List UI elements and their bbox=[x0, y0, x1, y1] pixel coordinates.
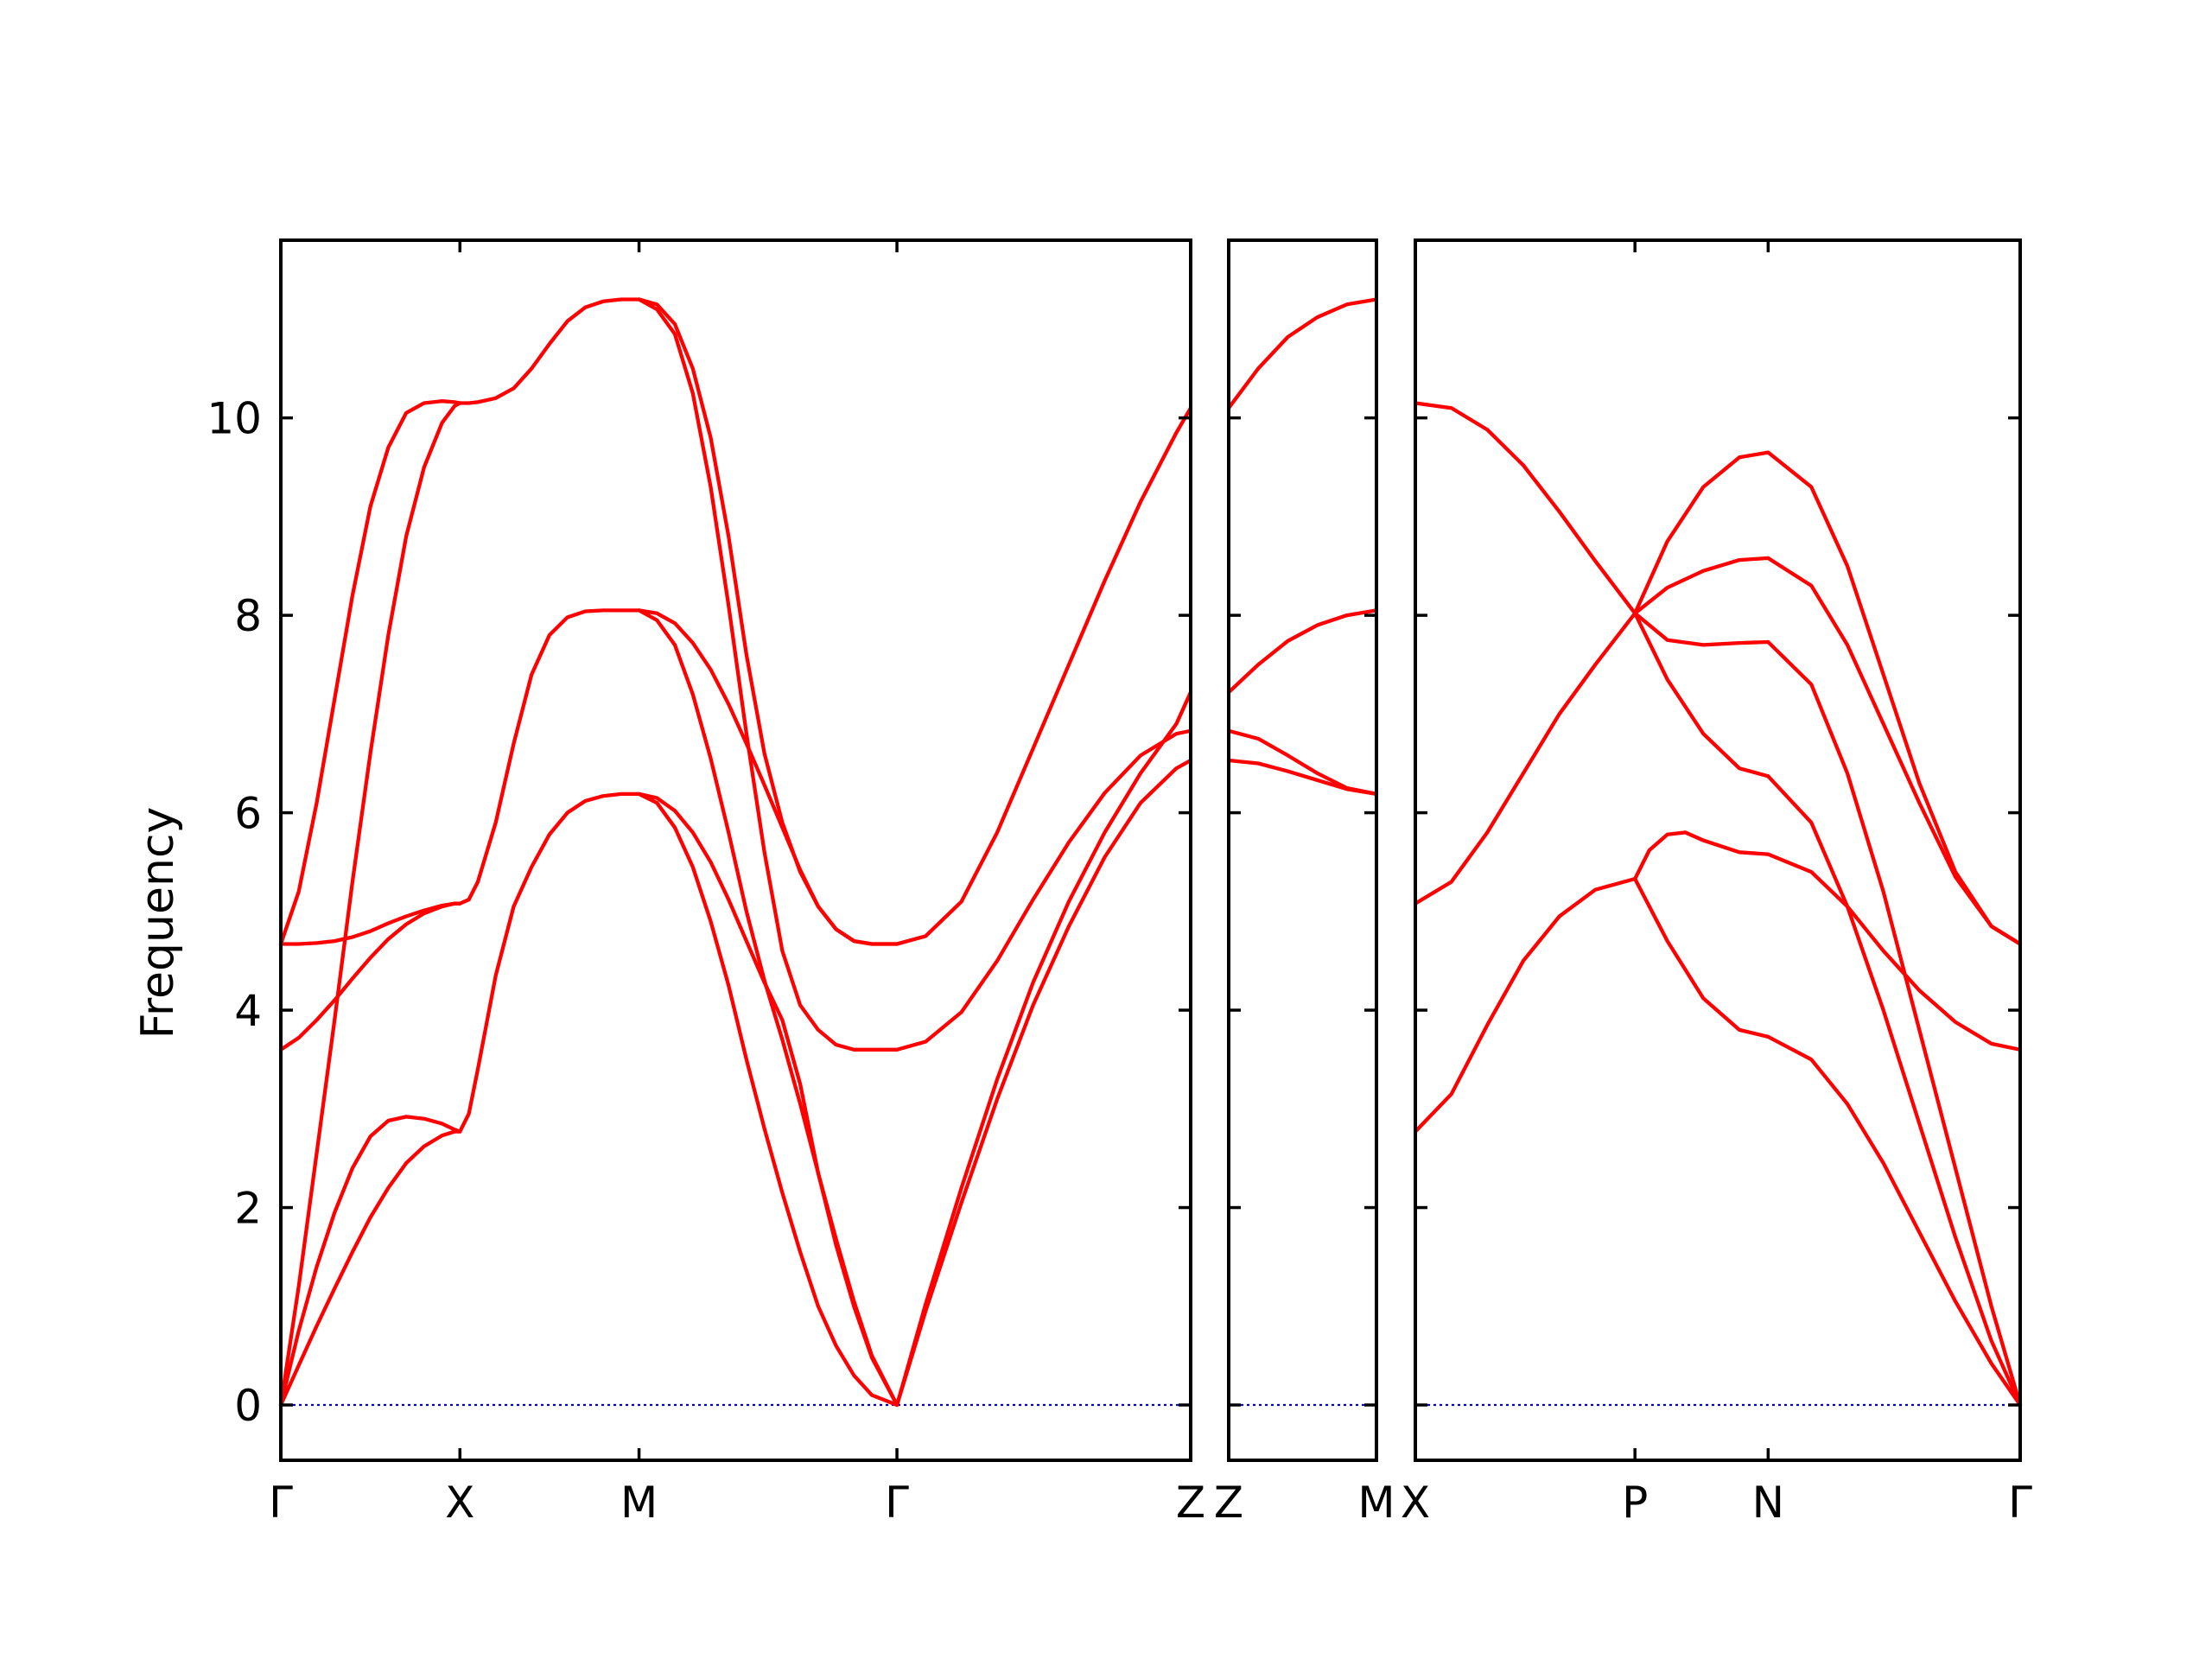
y-tick-label: 8 bbox=[234, 591, 262, 641]
band-line bbox=[637, 297, 899, 946]
band-line bbox=[1633, 450, 1770, 615]
band-line bbox=[1766, 1034, 2023, 1408]
k-point-label: Γ bbox=[885, 1478, 909, 1528]
band-line bbox=[1633, 611, 1770, 779]
k-point-label: M bbox=[1357, 1478, 1395, 1528]
band-line bbox=[894, 690, 1193, 1408]
band-line bbox=[1766, 639, 2023, 1408]
band-line bbox=[278, 901, 462, 1052]
band-line bbox=[637, 608, 899, 946]
k-point-label: M bbox=[620, 1478, 658, 1528]
band-line bbox=[1633, 556, 1770, 615]
k-point-label: X bbox=[1401, 1478, 1430, 1528]
axes-frame bbox=[1227, 238, 1378, 1462]
band-line bbox=[894, 758, 1193, 1408]
band-line bbox=[894, 406, 1193, 946]
band-line bbox=[637, 791, 899, 1408]
band-line bbox=[1633, 611, 1770, 647]
band-line bbox=[1633, 830, 1770, 881]
band-line bbox=[1226, 297, 1379, 410]
band-line bbox=[458, 608, 641, 906]
band-line bbox=[637, 791, 899, 1408]
band-line bbox=[1766, 852, 2023, 1052]
band-line bbox=[637, 608, 899, 1408]
y-tick-label: 0 bbox=[234, 1381, 262, 1431]
band-line bbox=[278, 1115, 462, 1408]
k-point-label: Z bbox=[1214, 1478, 1243, 1528]
k-point-label: Z bbox=[1176, 1478, 1205, 1528]
band-line bbox=[1766, 556, 2023, 946]
panel-1: 0 2 4 6 8 10 Γ X M Γ Z bbox=[207, 238, 1205, 1528]
k-point-label: Γ bbox=[269, 1478, 293, 1528]
band-line bbox=[1413, 401, 1637, 615]
band-line bbox=[1226, 758, 1379, 797]
band-line bbox=[1413, 876, 1637, 1134]
band-line bbox=[1226, 608, 1379, 695]
k-point-label: X bbox=[445, 1478, 474, 1528]
band-line bbox=[637, 297, 899, 1052]
y-tick-label: 4 bbox=[234, 986, 262, 1036]
band-line bbox=[458, 791, 641, 1134]
y-tick-label: 10 bbox=[207, 394, 262, 444]
band-line bbox=[278, 399, 462, 946]
k-point-label: N bbox=[1752, 1478, 1784, 1528]
k-point-label: P bbox=[1622, 1478, 1648, 1528]
band-line bbox=[1766, 774, 2023, 1408]
band-line bbox=[278, 1129, 462, 1408]
axes-frame bbox=[1414, 238, 2022, 1462]
band-line bbox=[278, 401, 462, 1408]
band-line bbox=[894, 728, 1193, 1052]
axes-frame bbox=[279, 238, 1192, 1462]
band-line bbox=[458, 297, 641, 405]
band-line bbox=[1633, 876, 1770, 1039]
band-line bbox=[1413, 611, 1637, 906]
y-tick-label: 6 bbox=[234, 789, 262, 839]
k-point-label: Γ bbox=[2008, 1478, 2032, 1528]
y-axis-label: Frequency bbox=[132, 807, 184, 1039]
y-tick-label: 2 bbox=[234, 1184, 262, 1234]
